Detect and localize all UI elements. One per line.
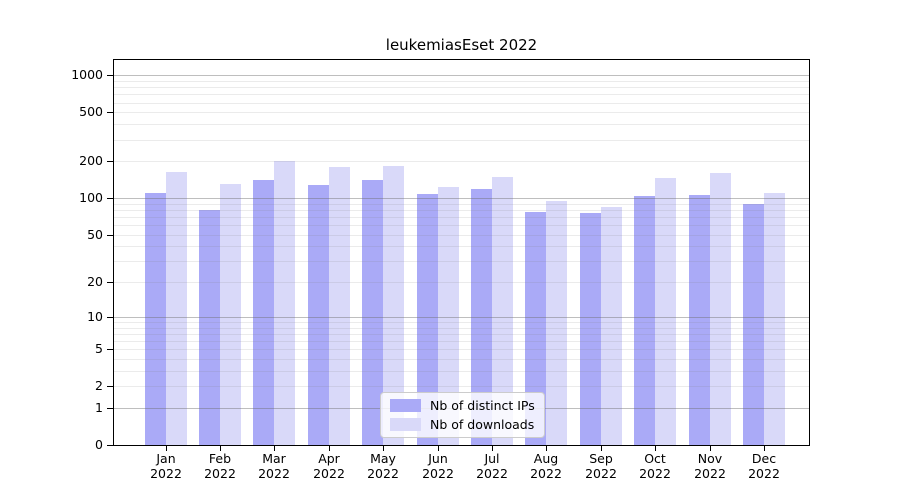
y-tick-label-1: 1 [95, 400, 103, 416]
x-tick-mark-nov [710, 446, 711, 451]
y-tick-label-0: 0 [95, 437, 103, 453]
bar-downloads-nov [710, 173, 731, 445]
bar-downloads-apr [329, 167, 350, 445]
y-tick-mark-50 [107, 234, 114, 236]
legend: Nb of distinct IPs Nb of downloads [380, 392, 545, 438]
y-tick-label-1000: 1000 [71, 67, 103, 83]
y-tick-mark-500 [107, 112, 114, 114]
y-tick-label-2: 2 [95, 378, 103, 394]
plot-area: Nb of distinct IPs Nb of downloads [113, 59, 810, 446]
y-tick-mark-1000 [107, 75, 114, 77]
legend-row-distinct-ips: Nb of distinct IPs [390, 398, 535, 413]
legend-swatch-downloads [390, 418, 421, 431]
bar-distinct-ips-jun [417, 194, 438, 445]
y-tick-mark-2 [107, 386, 114, 388]
x-tick-label-mar: Mar 2022 [258, 451, 290, 481]
bar-downloads-sep [601, 207, 622, 445]
x-tick-mark-aug [546, 446, 547, 451]
y-tick-mark-100 [107, 198, 114, 200]
legend-label-distinct-ips: Nb of distinct IPs [430, 398, 535, 413]
x-tick-mark-jul [492, 446, 493, 451]
x-tick-label-jun: Jun 2022 [422, 451, 454, 481]
x-tick-label-apr: Apr 2022 [313, 451, 345, 481]
x-tick-label-jan: Jan 2022 [150, 451, 182, 481]
y-tick-label-5: 5 [95, 341, 103, 357]
legend-label-downloads: Nb of downloads [430, 417, 535, 432]
bar-distinct-ips-jan [145, 193, 166, 445]
y-tick-mark-1 [107, 408, 114, 410]
x-tick-label-dec: Dec 2022 [748, 451, 780, 481]
y-tick-label-20: 20 [87, 274, 103, 290]
y-tick-mark-20 [107, 282, 114, 284]
y-tick-label-200: 200 [79, 153, 103, 169]
bar-distinct-ips-nov [689, 195, 710, 445]
bar-distinct-ips-mar [253, 180, 274, 445]
bar-downloads-jul [492, 177, 513, 445]
bar-downloads-jan [166, 172, 187, 445]
legend-row-downloads: Nb of downloads [390, 417, 535, 432]
bar-distinct-ips-jul [471, 189, 492, 445]
x-tick-label-sep: Sep 2022 [585, 451, 617, 481]
x-tick-label-nov: Nov 2022 [694, 451, 726, 481]
y-tick-label-50: 50 [87, 226, 103, 242]
y-tick-mark-200 [107, 161, 114, 163]
x-tick-label-may: May 2022 [367, 451, 399, 481]
bar-distinct-ips-apr [308, 185, 329, 445]
y-tick-label-100: 100 [79, 190, 103, 206]
x-tick-mark-may [383, 446, 384, 451]
x-tick-mark-feb [220, 446, 221, 451]
x-tick-label-aug: Aug 2022 [530, 451, 562, 481]
y-tick-mark-10 [107, 316, 114, 318]
bar-downloads-oct [655, 178, 676, 445]
bar-distinct-ips-sep [580, 213, 601, 445]
y-tick-label-500: 500 [79, 104, 103, 120]
x-tick-label-oct: Oct 2022 [639, 451, 671, 481]
bar-downloads-mar [274, 161, 295, 445]
bars-layer [114, 60, 809, 445]
x-tick-mark-dec [764, 446, 765, 451]
bar-distinct-ips-dec [743, 204, 764, 445]
bar-distinct-ips-oct [634, 196, 655, 445]
chart-title: leukemiasEset 2022 [385, 36, 538, 54]
y-tick-mark-0 [107, 445, 114, 447]
bar-downloads-aug [546, 201, 567, 445]
bar-downloads-jun [438, 187, 459, 445]
bar-downloads-may [383, 166, 404, 445]
bar-downloads-dec [764, 193, 785, 445]
bar-distinct-ips-may [362, 180, 383, 445]
y-tick-label-10: 10 [87, 308, 103, 324]
bar-distinct-ips-aug [525, 212, 546, 445]
x-tick-mark-apr [329, 446, 330, 451]
bar-distinct-ips-feb [199, 210, 220, 445]
x-tick-mark-oct [655, 446, 656, 451]
x-tick-mark-jan [166, 446, 167, 451]
y-tick-mark-5 [107, 349, 114, 351]
bar-downloads-feb [220, 184, 241, 445]
x-tick-label-jul: Jul 2022 [476, 451, 508, 481]
legend-swatch-distinct-ips [390, 399, 421, 412]
x-tick-mark-mar [274, 446, 275, 451]
x-tick-label-feb: Feb 2022 [204, 451, 236, 481]
x-tick-mark-jun [438, 446, 439, 451]
x-tick-mark-sep [601, 446, 602, 451]
